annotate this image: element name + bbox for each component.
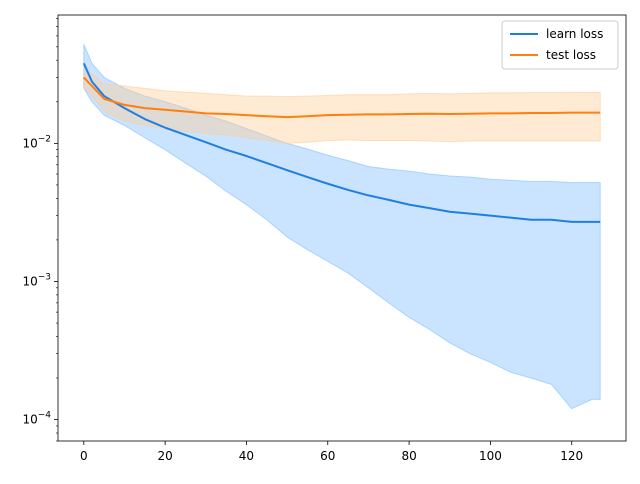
- y-axis: 10−4 10−3 10−2: [22, 18, 58, 442]
- test-loss-line: [83, 76, 601, 119]
- x-tick-label: 0: [80, 449, 88, 463]
- y-tick-label: 10−4: [22, 411, 51, 427]
- x-tick-label: 100: [479, 449, 502, 463]
- test-loss-band: [83, 69, 601, 144]
- x-tick-label: 20: [157, 449, 172, 463]
- x-tick-label: 40: [239, 449, 254, 463]
- legend-label-learn-loss: learn loss: [546, 27, 603, 41]
- confidence-bands: [83, 44, 601, 410]
- x-axis: 0 20 40 60 80 100 120: [80, 441, 583, 463]
- y-tick-label: 10−3: [22, 272, 51, 288]
- axes-frame: [57, 14, 627, 442]
- series-lines: [82, 62, 601, 223]
- y-tick-label: 10−2: [22, 134, 51, 150]
- legend-label-test-loss: test loss: [546, 48, 596, 62]
- learn-loss-band: [83, 44, 601, 410]
- x-tick-label: 120: [560, 449, 583, 463]
- learn-loss-line: [82, 62, 601, 223]
- legend: learn loss test loss: [501, 20, 619, 70]
- x-tick-label: 60: [320, 449, 335, 463]
- x-tick-label: 80: [401, 449, 416, 463]
